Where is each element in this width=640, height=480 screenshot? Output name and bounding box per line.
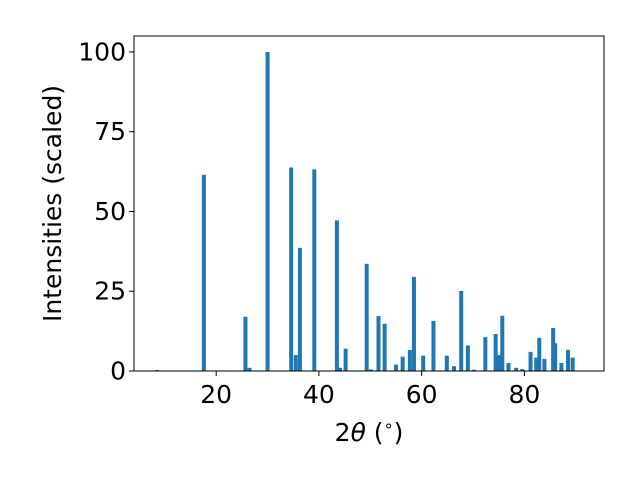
bar bbox=[289, 167, 294, 371]
bar-series bbox=[155, 51, 575, 371]
bar bbox=[247, 367, 252, 371]
bar bbox=[553, 343, 558, 371]
x-axis: 20 40 60 80 bbox=[200, 371, 540, 409]
bar bbox=[570, 357, 575, 371]
bar bbox=[334, 220, 339, 371]
bar bbox=[297, 247, 302, 371]
bar bbox=[537, 337, 542, 371]
bar bbox=[500, 315, 505, 371]
bar bbox=[465, 345, 470, 371]
x-axis-label-prefix: 2 bbox=[335, 418, 351, 447]
bar bbox=[337, 367, 342, 371]
x-tick-label: 20 bbox=[200, 380, 232, 409]
x-axis-label-unit: ∘ bbox=[384, 416, 394, 435]
bar bbox=[393, 364, 398, 371]
bar bbox=[343, 348, 348, 371]
x-tick-label: 60 bbox=[406, 380, 438, 409]
y-axis-label: Intensities (scaled) bbox=[38, 85, 67, 322]
bar bbox=[364, 263, 369, 371]
y-tick-label: 100 bbox=[78, 37, 126, 66]
bar bbox=[534, 357, 539, 371]
bar bbox=[459, 290, 464, 371]
bar bbox=[528, 351, 533, 371]
x-axis-label-unit-open: ( bbox=[366, 418, 384, 447]
x-axis-label: 2θ (∘) bbox=[335, 416, 404, 447]
x-tick-label: 80 bbox=[508, 380, 540, 409]
bar bbox=[520, 369, 525, 371]
bar bbox=[483, 337, 488, 371]
bar bbox=[514, 367, 519, 371]
bar bbox=[421, 355, 426, 371]
bar bbox=[368, 369, 373, 371]
plot-frame bbox=[133, 35, 605, 372]
x-axis-label-unit-close: ) bbox=[394, 418, 404, 447]
y-tick-label: 75 bbox=[94, 117, 126, 146]
bar bbox=[542, 358, 547, 371]
y-axis: 0 25 50 75 100 bbox=[78, 37, 134, 386]
x-axis-label-symbol: θ bbox=[351, 418, 366, 447]
y-tick-label: 25 bbox=[94, 277, 126, 306]
bar bbox=[293, 355, 298, 371]
bar bbox=[382, 323, 387, 371]
bar bbox=[431, 320, 436, 371]
bar bbox=[566, 349, 571, 371]
y-tick-label: 50 bbox=[94, 197, 126, 226]
bar bbox=[452, 366, 457, 371]
bar bbox=[551, 327, 556, 371]
bar bbox=[407, 349, 412, 371]
bar bbox=[559, 363, 564, 371]
y-tick-label: 0 bbox=[110, 357, 126, 386]
bar bbox=[265, 51, 270, 371]
bar bbox=[312, 169, 317, 371]
bar bbox=[411, 276, 416, 371]
bar bbox=[506, 363, 511, 371]
bar bbox=[493, 333, 498, 371]
bar bbox=[444, 355, 449, 371]
bar bbox=[472, 369, 477, 371]
bar bbox=[201, 174, 206, 371]
x-tick-label: 40 bbox=[303, 380, 335, 409]
bar bbox=[376, 316, 381, 371]
bar bbox=[496, 355, 501, 371]
bar bbox=[243, 316, 248, 371]
bar bbox=[400, 356, 405, 371]
